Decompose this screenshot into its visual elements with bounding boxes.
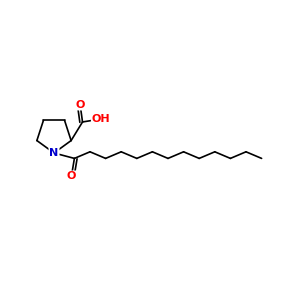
- Text: N: N: [50, 148, 58, 158]
- Text: OH: OH: [92, 114, 110, 124]
- Text: O: O: [75, 100, 85, 110]
- Text: O: O: [67, 171, 76, 182]
